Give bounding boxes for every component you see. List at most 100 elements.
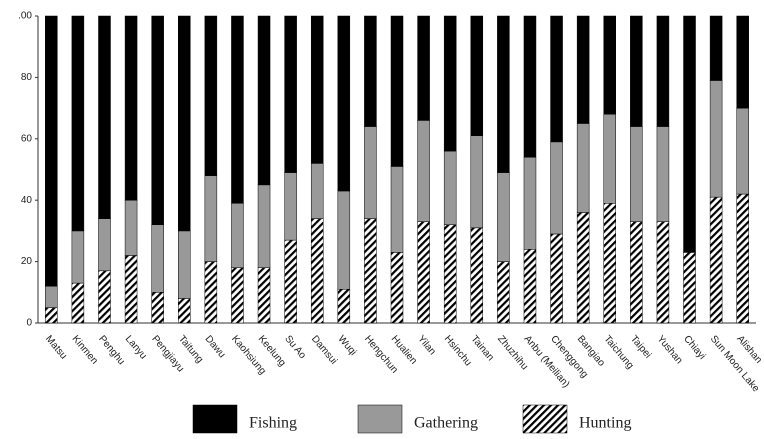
bar-segment (231, 15, 244, 204)
bar-segment (709, 196, 723, 324)
bar-segment (204, 175, 218, 262)
legend-label: Fishing (249, 415, 297, 432)
bar-segment (497, 261, 510, 324)
bar-segment (151, 292, 164, 324)
bar-segment (443, 15, 457, 152)
bar-segment (178, 230, 191, 299)
bar-segment (630, 126, 643, 222)
bar-segment (284, 15, 297, 173)
bar-segment (523, 156, 537, 250)
bar-segment (284, 172, 297, 241)
bar-segment (709, 80, 723, 198)
bar-segment (576, 123, 590, 213)
x-tick-label: Wuqi (335, 334, 358, 358)
bar-segment (603, 15, 616, 115)
bar-segment (337, 15, 351, 192)
bar-segment (417, 15, 430, 121)
bar-segment (417, 120, 430, 222)
bar-segment (98, 270, 111, 324)
bar-segment (364, 218, 377, 324)
x-tick-label: Yilan (415, 334, 437, 358)
bar-segment (98, 15, 111, 219)
x-tick-label: Hsinchu (442, 334, 474, 369)
bar-segment (390, 15, 404, 167)
bar-segment (310, 15, 324, 164)
bar-segment (124, 199, 138, 256)
bar-segment (98, 218, 111, 272)
bar-segment (45, 285, 58, 308)
y-tick-label: 40 (21, 195, 33, 206)
legend-swatch (357, 404, 403, 434)
bar-segment (523, 249, 537, 324)
y-tick-label: 20 (21, 256, 33, 267)
bar-segment (736, 107, 749, 195)
legend-label: Gathering (414, 415, 478, 432)
bar-segment (124, 15, 138, 201)
x-tick-label: Damsui (309, 334, 339, 367)
bar-segment (364, 126, 377, 219)
bar-segment (683, 15, 696, 253)
bar-segment (204, 261, 218, 324)
bar-segment (683, 252, 696, 324)
bar-segment (257, 184, 271, 268)
bar-segment (656, 221, 670, 324)
bar-segment (231, 267, 244, 324)
y-tick-label: .00 (18, 11, 32, 22)
bar-segment (470, 15, 484, 136)
bar-segment (178, 15, 191, 232)
bar-segment (550, 233, 563, 324)
bar-segment (390, 252, 404, 324)
x-tick-label: Chiayi (681, 334, 707, 362)
bar-segment (497, 172, 510, 262)
legend-label: Hunting (579, 415, 631, 432)
bar-segment (284, 239, 297, 324)
x-tick-label: Kinmen (70, 334, 100, 367)
bar-segment (656, 15, 670, 127)
x-tick-label: Dawu (203, 334, 228, 361)
bar-segment (71, 15, 85, 232)
bar-segment (550, 141, 563, 235)
bar-segment (310, 163, 324, 219)
bar-segment (497, 15, 510, 173)
bar-segment (124, 255, 138, 324)
bar-segment (45, 307, 58, 324)
x-tick-label: Su Ao (282, 334, 308, 362)
bar-segment (630, 221, 643, 324)
bar-segment (257, 267, 271, 324)
x-tick-label: Taipei (628, 334, 653, 361)
bar-segment (603, 203, 616, 324)
bar-segment (71, 282, 85, 324)
legend-swatch (522, 404, 568, 434)
bar-segment (470, 227, 484, 324)
bar-segment (310, 218, 324, 324)
x-tick-label: Sun Moon Lake (708, 334, 762, 395)
bar-segment (204, 15, 218, 176)
bar-segment (736, 193, 749, 324)
bar-segment (71, 230, 85, 284)
legend-swatch (192, 404, 238, 434)
bar-segment (337, 288, 351, 324)
bar-segment (45, 15, 58, 287)
bar-segment (709, 15, 723, 81)
bar-segment (443, 224, 457, 324)
bar-segment (603, 113, 616, 204)
bar-segment (178, 298, 191, 324)
bar-segment (470, 135, 484, 229)
x-tick-label: Matsu (43, 334, 69, 362)
bar-segment (736, 15, 749, 109)
y-tick-label: 0 (26, 318, 32, 329)
bar-segment (390, 166, 404, 253)
x-tick-label: Lanyu (123, 334, 149, 362)
bar-segment (364, 15, 377, 127)
bar-segment (576, 212, 590, 324)
bar-segment (417, 221, 430, 324)
bar-segment (576, 15, 590, 124)
bar-segment (443, 150, 457, 226)
bar-segment (151, 224, 164, 293)
bar-segment (257, 15, 271, 186)
bar-segment (523, 15, 537, 158)
bar-segment (231, 203, 244, 268)
y-tick-label: 60 (21, 133, 33, 144)
y-tick-label: 80 (21, 72, 33, 83)
